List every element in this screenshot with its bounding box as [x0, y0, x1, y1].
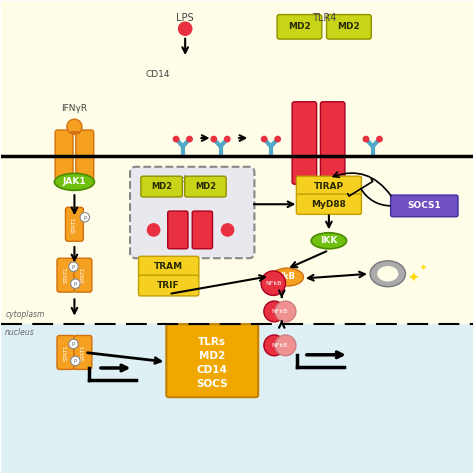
- Bar: [1, 1, 473, 324]
- Ellipse shape: [272, 268, 303, 286]
- Text: SOCS1: SOCS1: [408, 201, 441, 210]
- FancyBboxPatch shape: [320, 102, 345, 184]
- Text: IFNγR: IFNγR: [61, 104, 88, 113]
- Text: p: p: [73, 281, 77, 286]
- Text: STAT1: STAT1: [64, 267, 68, 283]
- FancyBboxPatch shape: [76, 130, 94, 180]
- FancyBboxPatch shape: [74, 258, 92, 292]
- Text: MD2: MD2: [199, 351, 225, 361]
- Circle shape: [275, 301, 296, 322]
- FancyBboxPatch shape: [141, 176, 182, 197]
- Circle shape: [225, 137, 230, 142]
- Text: MD2: MD2: [195, 182, 216, 191]
- Text: LPS: LPS: [176, 13, 194, 23]
- FancyBboxPatch shape: [166, 324, 258, 397]
- Text: IKK: IKK: [320, 236, 337, 245]
- Ellipse shape: [378, 267, 398, 281]
- FancyBboxPatch shape: [296, 176, 361, 197]
- FancyBboxPatch shape: [292, 102, 317, 184]
- Text: TLR4: TLR4: [312, 13, 337, 23]
- Text: p: p: [72, 264, 75, 269]
- Text: MD2: MD2: [288, 22, 310, 31]
- Text: ✦: ✦: [408, 272, 419, 285]
- Circle shape: [264, 301, 284, 322]
- Text: STAT1: STAT1: [72, 216, 77, 233]
- Text: MyD88: MyD88: [311, 200, 346, 209]
- FancyBboxPatch shape: [55, 130, 73, 180]
- Circle shape: [71, 279, 80, 288]
- Text: MD2: MD2: [337, 22, 360, 31]
- FancyBboxPatch shape: [74, 336, 92, 369]
- Circle shape: [275, 137, 280, 142]
- Circle shape: [147, 224, 160, 236]
- FancyBboxPatch shape: [138, 256, 199, 277]
- Circle shape: [264, 335, 284, 356]
- Circle shape: [262, 137, 267, 142]
- Text: CD14: CD14: [197, 365, 228, 375]
- Text: nucleus: nucleus: [5, 328, 35, 337]
- Text: p: p: [72, 341, 75, 346]
- Text: SOCS: SOCS: [196, 380, 228, 390]
- Text: TIRAP: TIRAP: [314, 182, 344, 191]
- Circle shape: [221, 224, 234, 236]
- Text: ✦: ✦: [419, 262, 427, 271]
- FancyBboxPatch shape: [65, 207, 83, 241]
- Text: JAK1: JAK1: [63, 177, 86, 186]
- FancyBboxPatch shape: [391, 195, 458, 217]
- Circle shape: [275, 335, 296, 356]
- Text: NFkB: NFkB: [272, 343, 288, 348]
- FancyBboxPatch shape: [138, 275, 199, 296]
- Bar: [1, 324, 473, 473]
- Text: TRAM: TRAM: [154, 262, 183, 271]
- Text: CD14: CD14: [145, 70, 170, 79]
- Text: p: p: [83, 215, 87, 220]
- Text: TLRs: TLRs: [198, 337, 226, 347]
- Text: endosome: endosome: [170, 175, 214, 184]
- Ellipse shape: [311, 233, 346, 249]
- Text: p: p: [73, 358, 77, 364]
- Text: STAT1: STAT1: [64, 344, 68, 361]
- Circle shape: [67, 119, 82, 134]
- Text: IkB: IkB: [280, 272, 295, 281]
- Text: cytoplasm: cytoplasm: [5, 310, 45, 319]
- Circle shape: [261, 271, 285, 295]
- Circle shape: [377, 137, 382, 142]
- Text: STAT1: STAT1: [81, 267, 85, 283]
- FancyBboxPatch shape: [277, 15, 322, 39]
- FancyBboxPatch shape: [296, 194, 361, 214]
- FancyBboxPatch shape: [192, 211, 212, 249]
- Text: NFkB: NFkB: [272, 309, 288, 314]
- Text: STAT1: STAT1: [81, 344, 85, 361]
- Text: MD2: MD2: [151, 182, 172, 191]
- Circle shape: [211, 137, 217, 142]
- Circle shape: [179, 22, 192, 36]
- Circle shape: [80, 212, 90, 222]
- Circle shape: [363, 137, 369, 142]
- Text: TRIF: TRIF: [157, 281, 180, 290]
- FancyBboxPatch shape: [130, 167, 255, 258]
- FancyBboxPatch shape: [168, 211, 188, 249]
- Circle shape: [69, 262, 78, 272]
- Circle shape: [71, 356, 80, 365]
- Ellipse shape: [55, 173, 94, 191]
- FancyBboxPatch shape: [57, 336, 75, 369]
- Circle shape: [69, 339, 78, 349]
- Text: NFkB: NFkB: [265, 281, 282, 286]
- FancyBboxPatch shape: [185, 176, 226, 197]
- Circle shape: [187, 137, 192, 142]
- Ellipse shape: [370, 261, 405, 287]
- FancyBboxPatch shape: [327, 15, 371, 39]
- Circle shape: [173, 137, 179, 142]
- FancyBboxPatch shape: [57, 258, 75, 292]
